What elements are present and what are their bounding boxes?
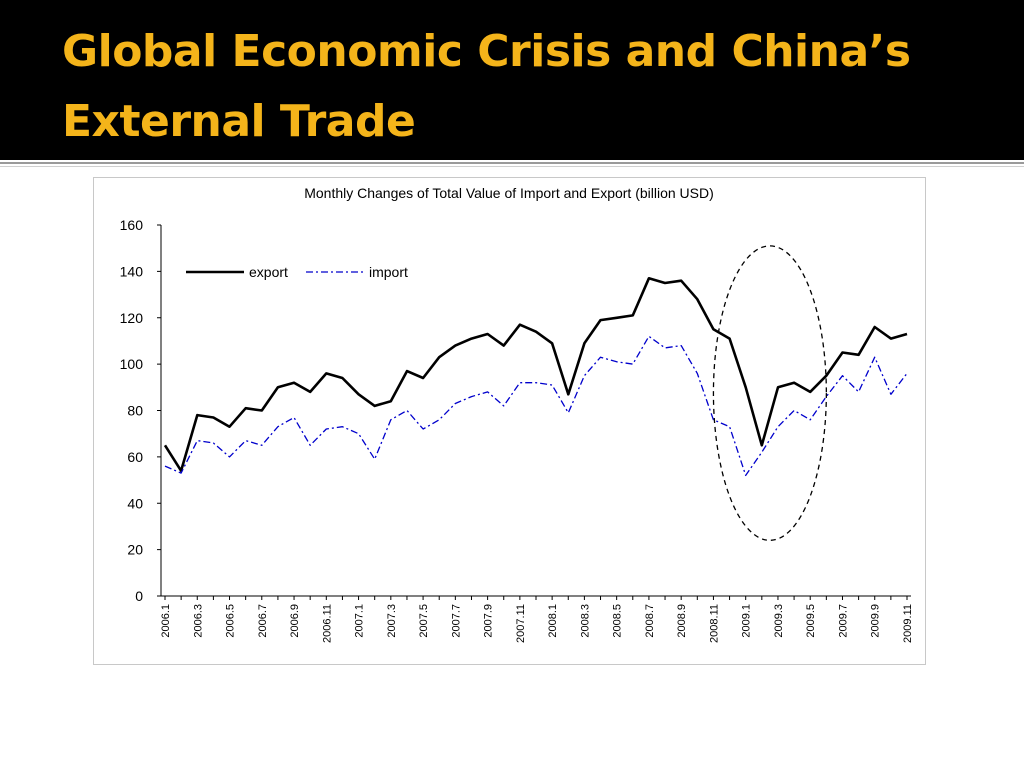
y-tick-label: 60 xyxy=(127,449,143,465)
x-tick-label: 2006.7 xyxy=(257,604,269,638)
x-tick-label: 2006.11 xyxy=(321,604,333,643)
x-tick-label: 2006.3 xyxy=(192,604,204,638)
x-tick-label: 2006.1 xyxy=(160,604,172,638)
x-tick-label: 2009.1 xyxy=(741,604,753,638)
x-tick-label: 2009.5 xyxy=(805,604,817,638)
y-tick-label: 0 xyxy=(135,588,143,604)
x-tick-label: 2006.9 xyxy=(289,604,301,638)
series-line-import xyxy=(164,335,908,477)
x-tick-label: 2008.3 xyxy=(579,604,591,638)
legend-label-export: export xyxy=(249,264,288,280)
legend-label-import: import xyxy=(369,264,408,280)
x-tick-label: 2009.3 xyxy=(773,604,785,638)
y-tick-label: 20 xyxy=(127,542,143,558)
divider-dark xyxy=(0,162,1024,164)
x-tick-label: 2007.5 xyxy=(418,604,430,638)
x-tick-label: 2008.9 xyxy=(676,604,688,638)
x-tick-label: 2006.5 xyxy=(225,604,237,638)
x-tick-label: 2009.11 xyxy=(902,604,914,643)
trade-chart: Monthly Changes of Total Value of Import… xyxy=(120,185,914,643)
divider-light xyxy=(0,166,1024,167)
slide-title-line1: Global Economic Crisis and China’s xyxy=(62,26,911,77)
title-bar: Global Economic Crisis and China’s Exter… xyxy=(0,0,1024,160)
x-tick-label: 2008.11 xyxy=(708,604,720,643)
crisis-ellipse xyxy=(712,245,827,542)
chart-frame: Monthly Changes of Total Value of Import… xyxy=(93,177,926,665)
x-tick-label: 2009.7 xyxy=(837,604,849,638)
x-tick-label: 2007.1 xyxy=(354,604,366,638)
y-tick-label: 80 xyxy=(127,403,143,419)
x-tick-label: 2007.9 xyxy=(483,604,495,638)
x-tick-label: 2008.5 xyxy=(612,604,624,638)
x-tick-label: 2008.7 xyxy=(644,604,656,638)
y-tick-label: 160 xyxy=(120,217,144,233)
x-tick-label: 2007.7 xyxy=(450,604,462,638)
y-tick-label: 100 xyxy=(120,356,144,372)
x-tick-label: 2008.1 xyxy=(547,604,559,638)
x-tick-label: 2007.3 xyxy=(386,604,398,638)
y-tick-label: 140 xyxy=(120,263,144,279)
y-tick-label: 120 xyxy=(120,310,144,326)
y-tick-label: 40 xyxy=(127,495,143,511)
series-line-export xyxy=(163,277,908,473)
chart-title: Monthly Changes of Total Value of Import… xyxy=(304,185,714,201)
x-tick-label: 2007.11 xyxy=(515,604,527,643)
x-tick-label: 2009.9 xyxy=(870,604,882,638)
slide-title-line2: External Trade xyxy=(62,96,416,147)
